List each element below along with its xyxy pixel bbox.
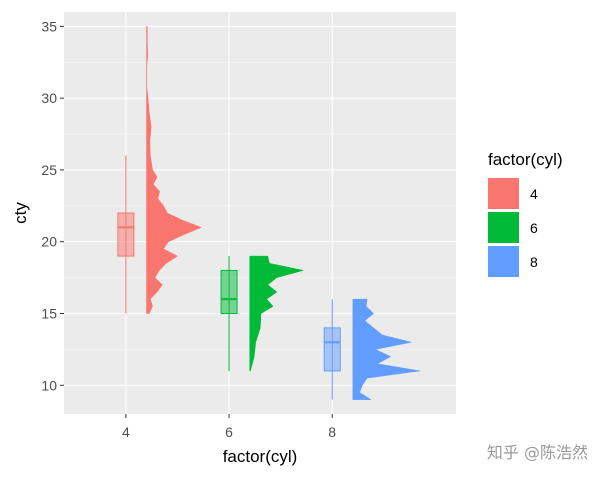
series-8 [323, 298, 421, 400]
boxplot-box [117, 212, 135, 257]
y-tick-label: 25 [41, 162, 57, 178]
x-axis: 4 6 8 [122, 414, 336, 440]
legend-label-6: 6 [530, 220, 538, 236]
density-half-violin [146, 26, 202, 314]
legend-key-6 [488, 212, 519, 243]
y-tick-label: 20 [41, 234, 57, 250]
legend-key-4 [488, 178, 519, 209]
density-half-violin [352, 298, 421, 400]
y-tick-label: 15 [41, 306, 57, 322]
y-tick-label: 10 [41, 377, 57, 393]
series-4 [117, 26, 202, 314]
watermark: 知乎 @陈浩然 [487, 443, 588, 462]
legend-label-4: 4 [530, 186, 538, 202]
y-tick-label: 30 [41, 90, 57, 106]
plot-layer [117, 26, 421, 400]
legend: factor(cyl) 4 6 8 [488, 150, 563, 277]
legend-label-8: 8 [530, 254, 538, 270]
legend-title: factor(cyl) [488, 150, 563, 169]
density-half-violin [249, 255, 304, 372]
x-tick-label: 4 [122, 424, 130, 440]
y-axis: 10 15 20 25 30 35 [41, 18, 64, 393]
boxplot-box [323, 327, 341, 372]
y-tick-label: 35 [41, 18, 57, 34]
x-tick-label: 6 [225, 424, 233, 440]
x-axis-title: factor(cyl) [223, 447, 298, 466]
series-6 [220, 255, 304, 372]
boxplot-box [220, 269, 238, 314]
x-tick-label: 8 [328, 424, 336, 440]
legend-key-8 [488, 246, 519, 277]
y-axis-title: cty [11, 202, 30, 224]
